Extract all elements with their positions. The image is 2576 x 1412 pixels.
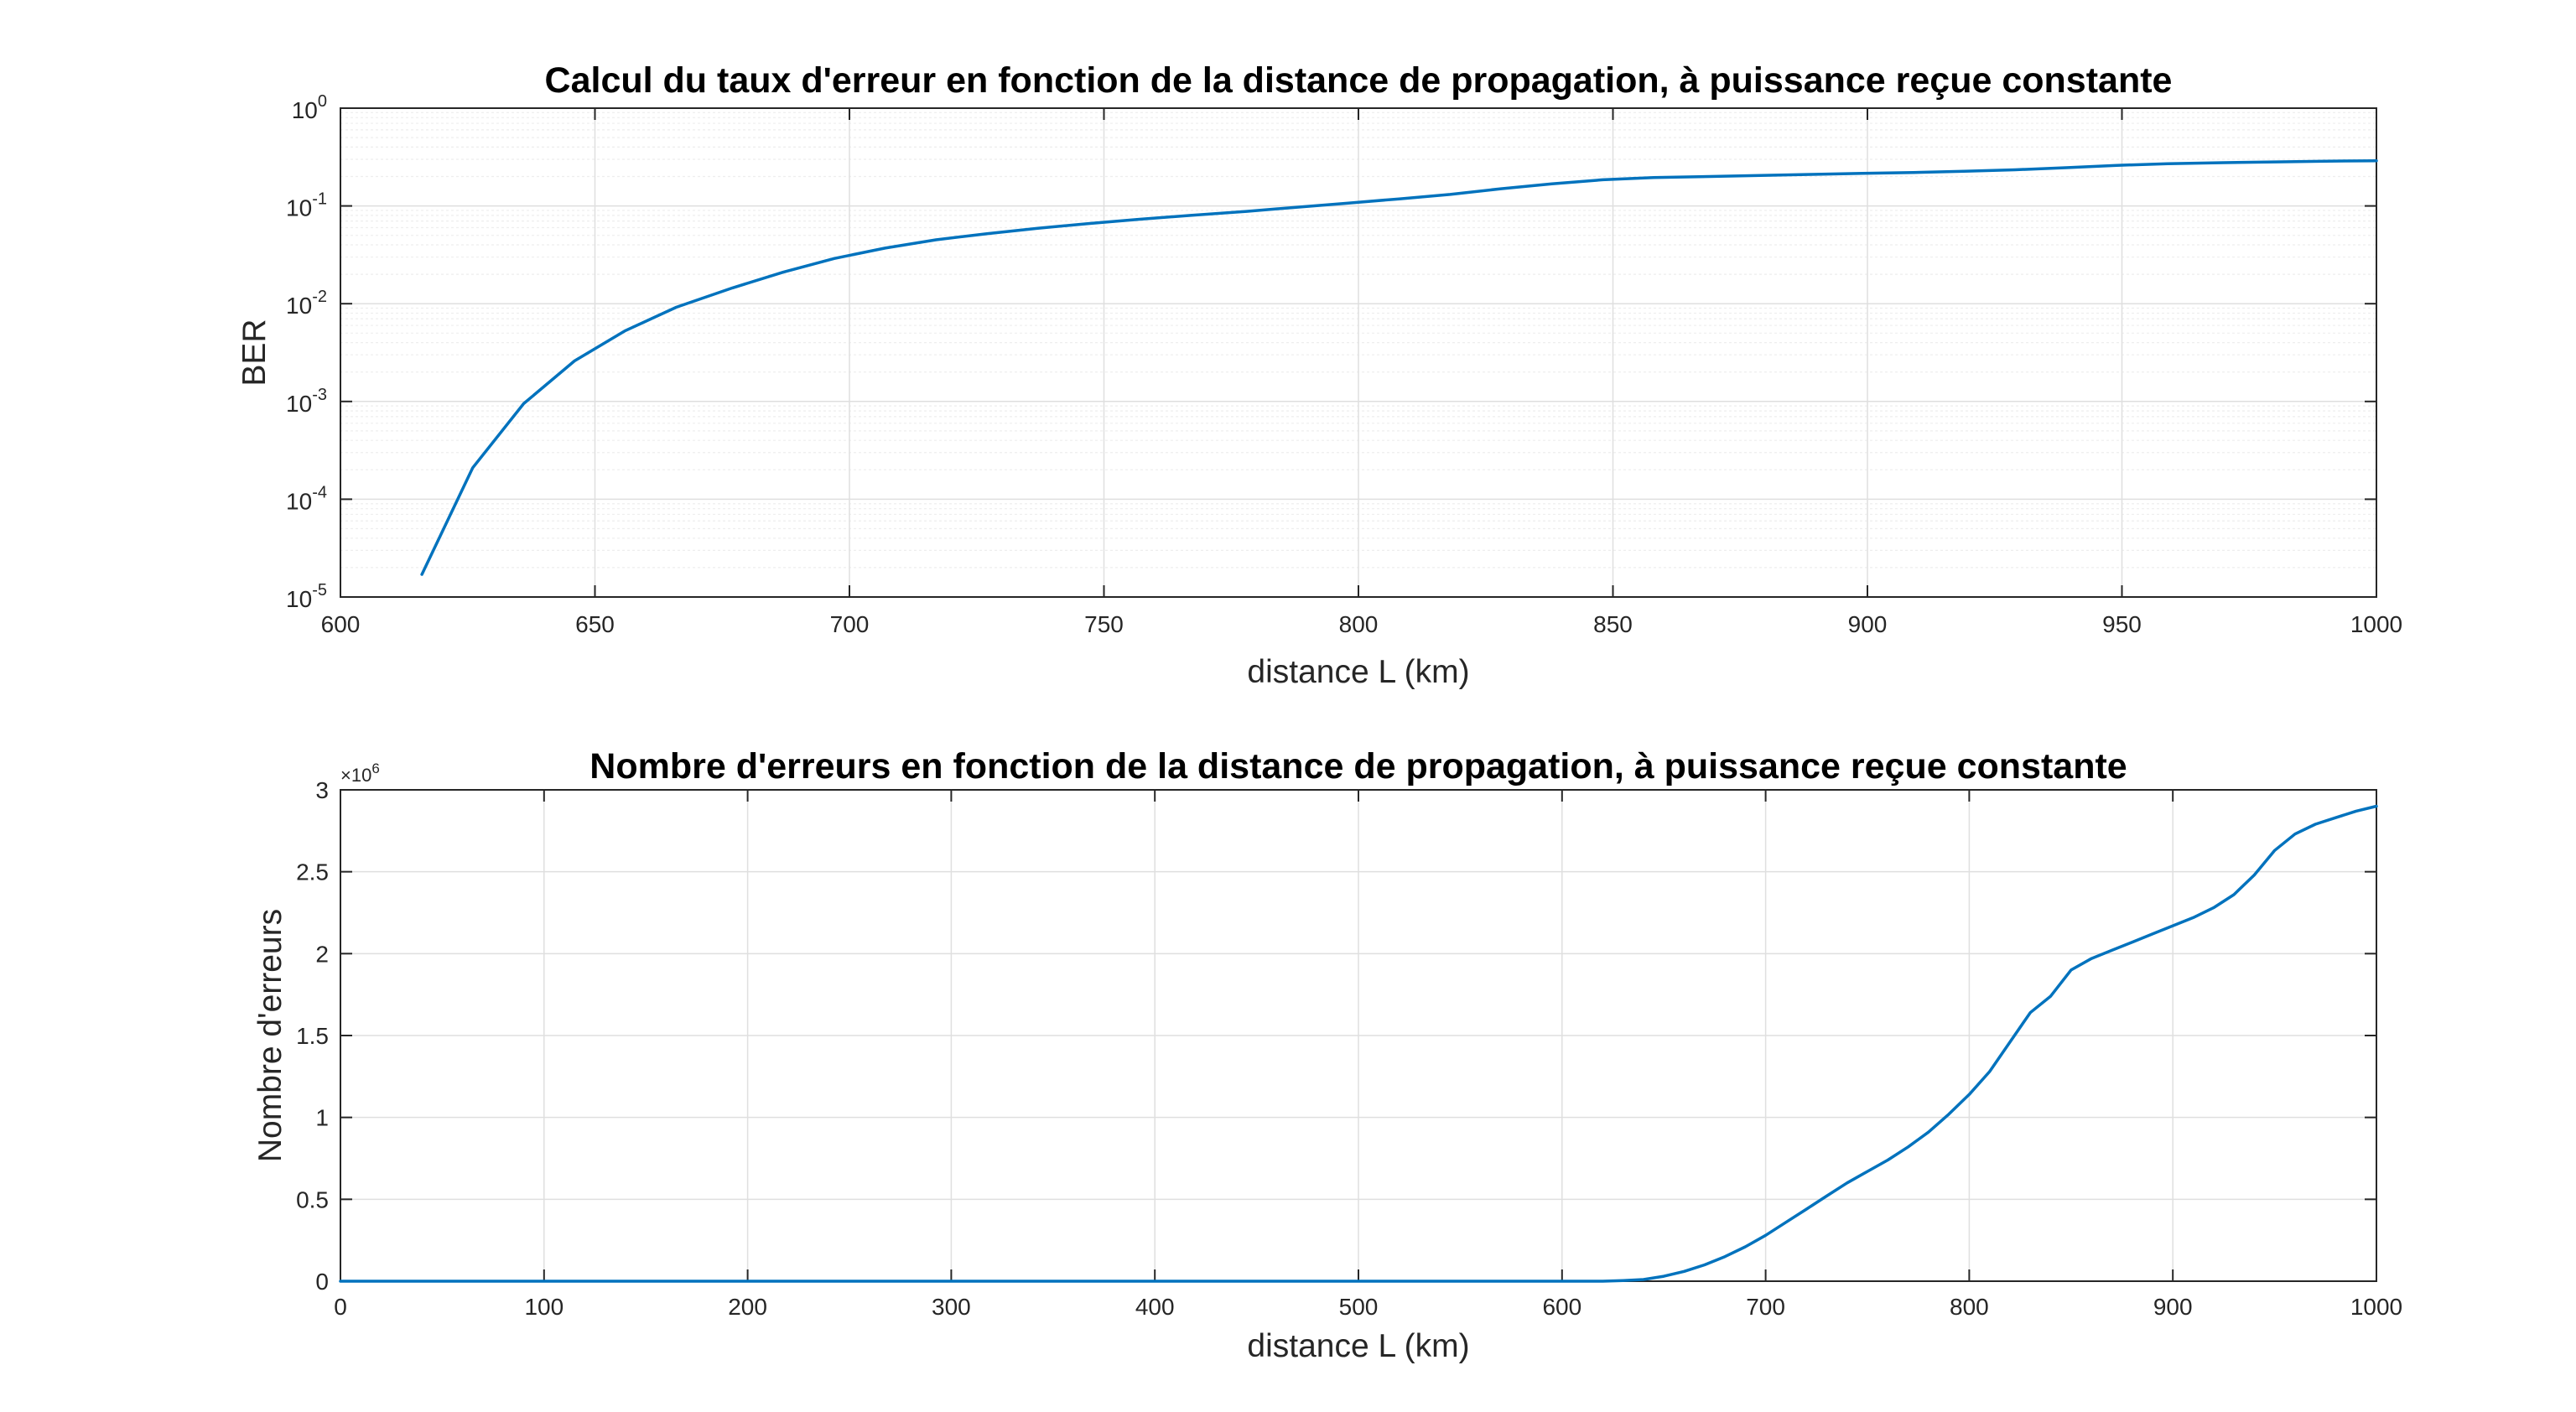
y-tick-base: 10 [286,293,312,319]
x-tick-label: 950 [2102,611,2142,637]
y-tick-label: 10-5 [286,581,327,612]
x-tick-label: 850 [1593,611,1633,637]
x-tick-label: 300 [932,1294,971,1320]
y-tick-label: 100 [292,92,327,123]
y-multiplier-base: ×10 [340,765,371,786]
y-tick-base: 10 [286,488,312,514]
error-count-chart-x-axis-label: distance L (km) [1247,1328,1469,1364]
y-tick-exponent: 0 [318,92,327,111]
x-tick-label: 900 [2153,1294,2193,1320]
y-tick-label: 0 [315,1269,329,1295]
y-tick-exponent: -4 [312,483,327,501]
ber-series-line [420,158,2378,576]
ber-chart-ticks: 600 650 700 750 800 850 900 950 100010-510-410-3… [286,92,2402,637]
x-tick-label: 500 [1339,1294,1379,1320]
x-tick-label: 1000 [2350,1294,2402,1320]
ber-chart-grid [340,107,2377,598]
ber-chart-y-axis-label: BER [236,319,273,386]
y-tick-exponent: -2 [312,288,327,306]
x-tick-label: 600 [1542,1294,1581,1320]
y-tick-label: 10-1 [286,190,327,221]
x-tick-label: 200 [728,1294,767,1320]
x-tick-label: 650 [575,611,615,637]
y-tick-exponent: -1 [312,190,327,209]
y-multiplier-exponent: 6 [371,761,379,776]
y-tick-base: 10 [286,391,312,417]
y-tick-label: 2 [315,941,329,967]
y-tick-label: 1 [315,1105,329,1131]
x-tick-label: 100 [524,1294,564,1320]
error-count-chart: 0 100 200 300 400 500 600 700 800 900 1000 0 0.5 1 1.5… [252,746,2402,1364]
y-tick-label: 1.5 [296,1023,329,1049]
y-tick-label: 2.5 [296,859,329,885]
error-count-chart-title: Nombre d'erreurs en fonction de la dista… [589,746,2127,786]
error-count-chart-series [339,804,2378,1283]
y-tick-label: 10-4 [286,483,327,514]
ber-chart: 600 650 700 750 800 850 900 950 100010-510-410-3… [236,60,2402,690]
y-tick-label: 0.5 [296,1186,329,1212]
x-tick-label: 400 [1135,1294,1175,1320]
x-tick-label: 600 [321,611,361,637]
x-tick-label: 700 [1746,1294,1785,1320]
y-tick-exponent: -3 [312,386,327,404]
x-tick-label: 750 [1084,611,1124,637]
y-axis-multiplier: ×106 [340,761,380,786]
y-tick-label: 10-3 [286,386,327,417]
x-tick-label: 0 [334,1294,347,1320]
x-tick-label: 700 [830,611,870,637]
ber-chart-x-axis-label: distance L (km) [1247,654,1469,690]
ber-chart-title: Calcul du taux d'erreur en fonction de l… [545,60,2173,101]
y-tick-base: 10 [286,586,312,612]
y-tick-exponent: -5 [312,581,327,600]
x-tick-label: 1000 [2350,611,2402,637]
y-tick-label: 10-2 [286,288,327,319]
y-tick-base: 10 [286,195,312,221]
x-tick-label: 800 [1950,1294,1989,1320]
error-count-series-line [339,804,2378,1283]
ber-chart-series [420,158,2378,576]
error-count-chart-y-axis-label: Nombre d'erreurs [252,909,288,1162]
y-tick-base: 10 [292,97,318,123]
y-tick-label: 3 [315,777,329,803]
error-count-chart-ticks: 0 100 200 300 400 500 600 700 800 900 1000 0 0.5 1 1.5… [296,777,2402,1320]
x-tick-label: 800 [1339,611,1379,637]
x-tick-label: 900 [1848,611,1888,637]
